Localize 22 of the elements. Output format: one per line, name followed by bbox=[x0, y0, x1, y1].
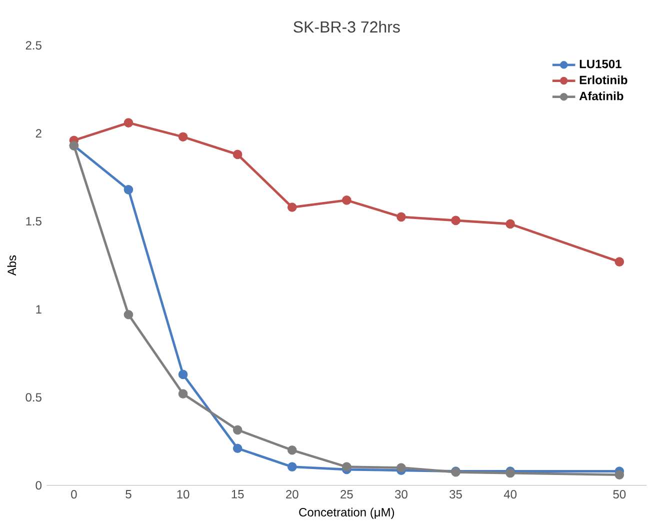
legend-label: Afatinib bbox=[579, 91, 624, 100]
y-tick-label: 2.5 bbox=[26, 41, 42, 50]
x-tick-label: 5 bbox=[126, 490, 132, 498]
x-tick-label: 20 bbox=[286, 490, 298, 499]
y-axis-title: Abs bbox=[7, 255, 16, 276]
x-tick-label: 25 bbox=[340, 490, 353, 499]
y-tick-label: 0 bbox=[36, 481, 42, 490]
legend-label: Erlotinib bbox=[580, 75, 628, 84]
x-tick-label: 35 bbox=[450, 490, 462, 499]
y-tick-label: 1 bbox=[36, 305, 42, 314]
x-tick-label: 40 bbox=[504, 490, 517, 499]
x-tick-label: 0 bbox=[71, 490, 77, 499]
legend-label: LU1501 bbox=[580, 60, 622, 68]
x-tick-label: 10 bbox=[177, 490, 190, 499]
x-axis-title: Concetration (μM) bbox=[299, 508, 394, 519]
y-tick-label: 1.5 bbox=[26, 217, 42, 226]
x-tick-label: 15 bbox=[232, 490, 244, 498]
y-tick-label: 0.5 bbox=[26, 393, 42, 402]
x-tick-label: 50 bbox=[613, 490, 626, 499]
x-tick-label: 30 bbox=[395, 490, 408, 499]
y-tick-label: 2 bbox=[36, 129, 42, 138]
chart-title: SK-BR-3 72hrs bbox=[294, 20, 400, 33]
